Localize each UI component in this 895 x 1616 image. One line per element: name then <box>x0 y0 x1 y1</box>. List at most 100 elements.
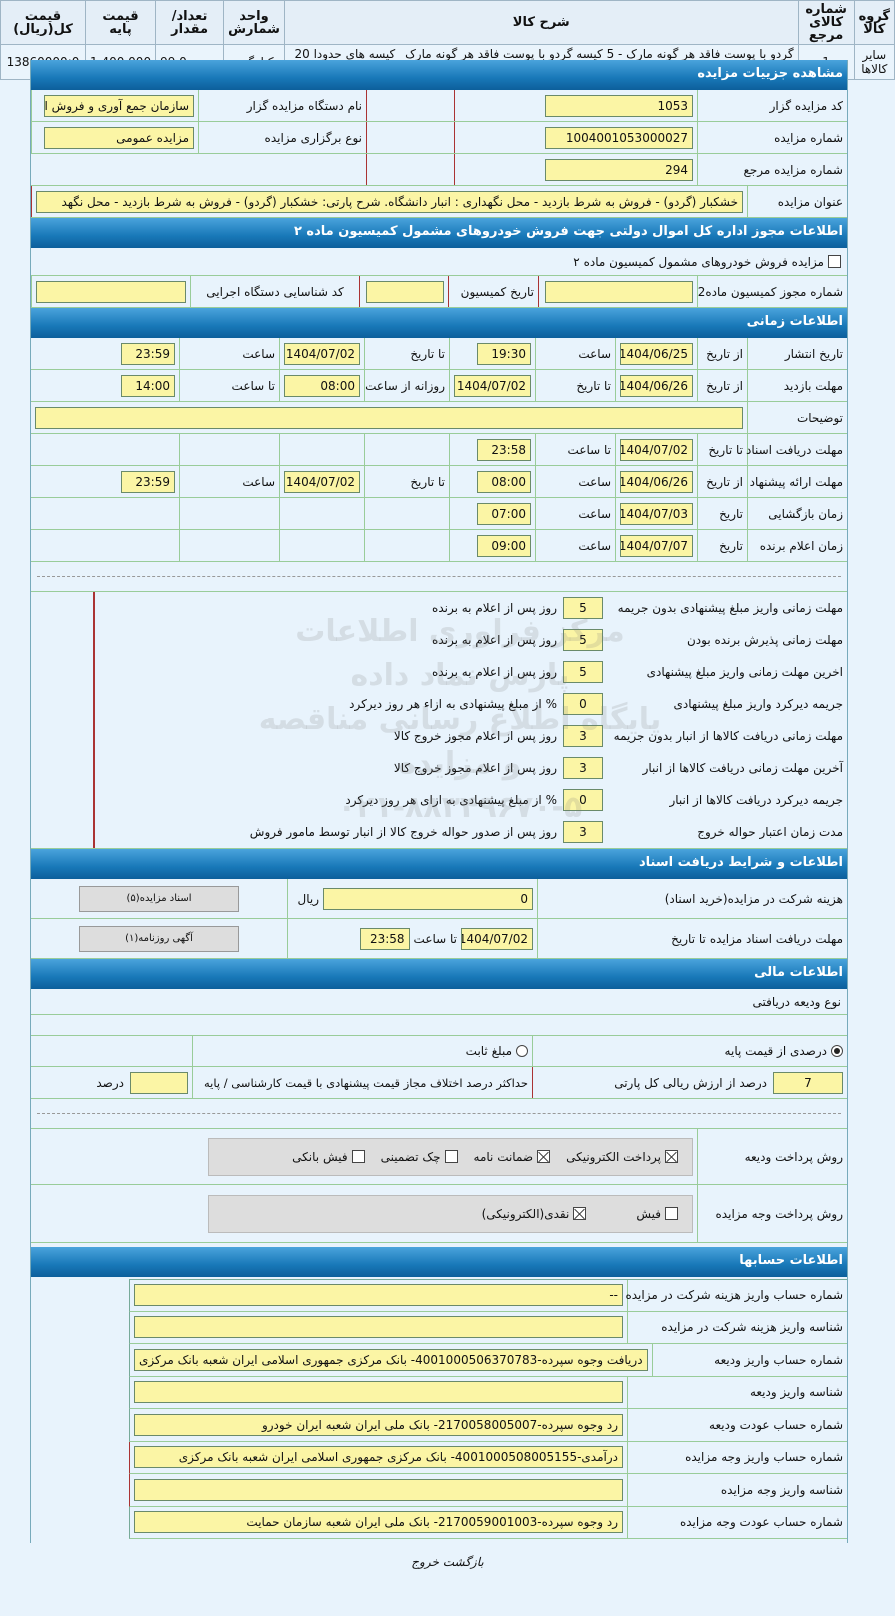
deadline-suffix: روز پس از اعلام مجوز خروج کالا <box>393 729 557 743</box>
col-group: گروه کالا <box>853 0 895 45</box>
commission-date-field[interactable] <box>366 280 445 303</box>
account-label-cell: شماره حساب واریز ودیعه <box>651 1344 847 1376</box>
deadline-row: جریمه دیرکرد دریافت کالاها از انبار 0 % از… <box>93 784 847 816</box>
account-label-cell: شماره حساب واریز هزینه شرکت در مزایده <box>625 1280 847 1311</box>
deadline-value-field[interactable]: 5 <box>563 661 603 683</box>
timing-v2-field[interactable]: 1404/07/02 <box>454 374 531 397</box>
deadline-value-field[interactable]: 3 <box>563 821 603 843</box>
timing-c4-label: ساعت <box>242 474 275 489</box>
exec-code-field[interactable] <box>36 280 186 303</box>
deposit-method-checkbox[interactable] <box>444 1150 458 1163</box>
account-value-field[interactable]: رد وجوه سپرده-2170059001003- بانک ملی ای… <box>134 1511 623 1534</box>
deadline-value-field[interactable]: 5 <box>563 597 603 619</box>
deadline-value-field[interactable]: 3 <box>563 725 603 747</box>
col-total: قیمت کل(ریال) <box>0 0 86 45</box>
timing-cell <box>279 498 364 529</box>
account-value-field[interactable]: درآمدی-4001000508005155- بانک مرکزی جمهو… <box>134 1446 623 1469</box>
timing-cell: تا تاریخ <box>535 370 615 401</box>
doc-to-time-field[interactable]: 23:58 <box>359 927 410 950</box>
deadline-value-field[interactable]: 0 <box>563 693 603 715</box>
percent-radio[interactable] <box>831 1045 843 1057</box>
deadline-value-field[interactable]: 5 <box>563 629 603 651</box>
to-time-label: تا ساعت <box>413 931 457 946</box>
account-value-cell: رد وجوه سپرده-2170058005007- بانک ملی ای… <box>130 1409 627 1441</box>
deposit-method-checkbox[interactable] <box>665 1150 678 1163</box>
timing-cell: از تاریخ <box>697 370 747 401</box>
timing-c3-label: تا تاریخ <box>410 474 445 489</box>
permit-field[interactable] <box>545 280 693 303</box>
exit-link[interactable]: خروج <box>411 1555 439 1569</box>
fixed-radio[interactable] <box>516 1045 528 1057</box>
deadline-row: آخرین مهلت زمانی دریافت کالاها از انبار 3… <box>93 752 847 784</box>
timing-v2-field[interactable]: 19:30 <box>477 342 531 365</box>
type-field[interactable]: مزایده عمومی <box>44 126 194 149</box>
deadline-label-cell: اخرین مهلت زمانی واریز مبلغ پیشنهادی <box>607 656 847 688</box>
deposit-method-option[interactable]: پرداخت الکترونیکی <box>566 1150 678 1164</box>
timing-row: توضیحات <box>31 402 847 434</box>
timing-cell: 23:59 <box>31 466 179 497</box>
percent-field[interactable]: 7 <box>773 1071 843 1094</box>
account-value-field[interactable]: -- <box>134 1284 623 1307</box>
timing-cell <box>31 530 179 561</box>
payment-method-checkbox[interactable] <box>573 1207 587 1220</box>
account-label: شناسه واریز ودیعه <box>749 1385 843 1400</box>
timing-v4-field[interactable]: 14:00 <box>121 374 175 397</box>
timing-v2-field[interactable]: 23:58 <box>477 438 531 461</box>
commission-checkbox[interactable] <box>828 255 841 268</box>
timing-c1-label: از تاریخ <box>706 346 743 361</box>
code-field[interactable]: 1053 <box>545 94 693 117</box>
deadline-value-cell: 3 روز پس از صدور حواله خروج کالا از انبار… <box>94 816 607 848</box>
timing-v1-field[interactable]: 1404/06/25 <box>620 342 693 365</box>
deadline-value-field[interactable]: 0 <box>563 789 603 811</box>
timing-c1-label: تاریخ <box>719 506 743 521</box>
account-value-cell <box>130 1474 627 1506</box>
deadline-label: جریمه دیرکرد دریافت کالاها از انبار <box>669 793 843 807</box>
timing-v1-field[interactable]: 1404/07/03 <box>620 502 693 525</box>
payment-method-checkbox[interactable] <box>665 1207 678 1220</box>
number-field[interactable]: 1004001053000027 <box>545 126 693 149</box>
description-field[interactable] <box>35 406 743 429</box>
account-value-field[interactable] <box>134 1478 623 1501</box>
account-label-cell: شماره حساب عودت وجه مزایده <box>627 1506 847 1538</box>
deadline-value-field[interactable]: 3 <box>563 757 603 779</box>
doc-to-date-field[interactable]: 1404/07/02 <box>461 927 533 950</box>
deposit-method-option[interactable]: چک تضمینی <box>381 1150 458 1164</box>
account-value-field[interactable] <box>134 1316 623 1339</box>
timing-v3-field[interactable]: 08:00 <box>284 374 360 397</box>
ref-field[interactable]: 294 <box>545 158 693 181</box>
deadline-label-cell: جریمه دیرکرد واریز مبلغ پیشنهادی <box>607 688 847 720</box>
account-value-field[interactable]: رد وجوه سپرده-2170058005007- بانک ملی ای… <box>134 1413 623 1436</box>
subject-field[interactable]: خشکبار (گردو) - فروش به شرط بازدید - محل… <box>36 190 743 213</box>
deadline-label: اخرین مهلت زمانی واریز مبلغ پیشنهادی <box>646 665 843 679</box>
timing-cell: 1404/07/02 <box>449 370 535 401</box>
fee-field[interactable]: 0 <box>323 887 533 910</box>
newspaper-ad-button[interactable]: آگهی روزنامه(۱) <box>79 925 239 952</box>
deposit-method-option[interactable]: ضمانت نامه <box>474 1150 551 1164</box>
deposit-method-checkbox[interactable] <box>351 1150 365 1163</box>
deposit-method-checkbox[interactable] <box>537 1150 551 1163</box>
timing-v1-field[interactable]: 1404/07/07 <box>620 534 693 557</box>
timing-v2-field[interactable]: 09:00 <box>477 534 531 557</box>
account-value-cell <box>130 1377 627 1409</box>
timing-v3-field[interactable]: 1404/07/02 <box>284 470 360 493</box>
timing-v1-field[interactable]: 1404/07/02 <box>620 438 693 461</box>
timing-v1-field[interactable]: 1404/06/26 <box>620 374 693 397</box>
deposit-method-option[interactable]: فیش بانکی <box>292 1149 365 1164</box>
timing-v2-field[interactable]: 08:00 <box>477 470 531 493</box>
account-row: شناسه واریز هزینه شرکت در مزایده <box>129 1311 847 1344</box>
max-diff-field[interactable] <box>130 1071 188 1094</box>
org-field[interactable]: سازمان جمع آوری و فروش امو <box>44 94 194 117</box>
account-value-field[interactable] <box>134 1381 623 1404</box>
payment-method-option[interactable]: نقدی(الکترونیکی) <box>482 1207 587 1221</box>
timing-v1-field[interactable]: 1404/06/26 <box>620 470 693 493</box>
payment-method-option[interactable]: فیش <box>636 1207 678 1221</box>
auction-documents-button[interactable]: اسناد مزایده(۵) <box>79 885 239 912</box>
timing-v3-field[interactable]: 1404/07/02 <box>284 342 360 365</box>
timing-v4-field[interactable]: 23:59 <box>121 470 175 493</box>
account-value-field[interactable]: دریافت وجوه سپرده-4001000506370783- بانک… <box>134 1348 648 1371</box>
back-link[interactable]: بازگشت <box>442 1555 484 1569</box>
timing-v4-field[interactable]: 23:59 <box>121 342 175 365</box>
payment-methods-group: فیش نقدی(الکترونیکی) <box>208 1194 693 1233</box>
deposit-method-option-label: فیش بانکی <box>292 1149 348 1164</box>
timing-v2-field[interactable]: 07:00 <box>477 502 531 525</box>
